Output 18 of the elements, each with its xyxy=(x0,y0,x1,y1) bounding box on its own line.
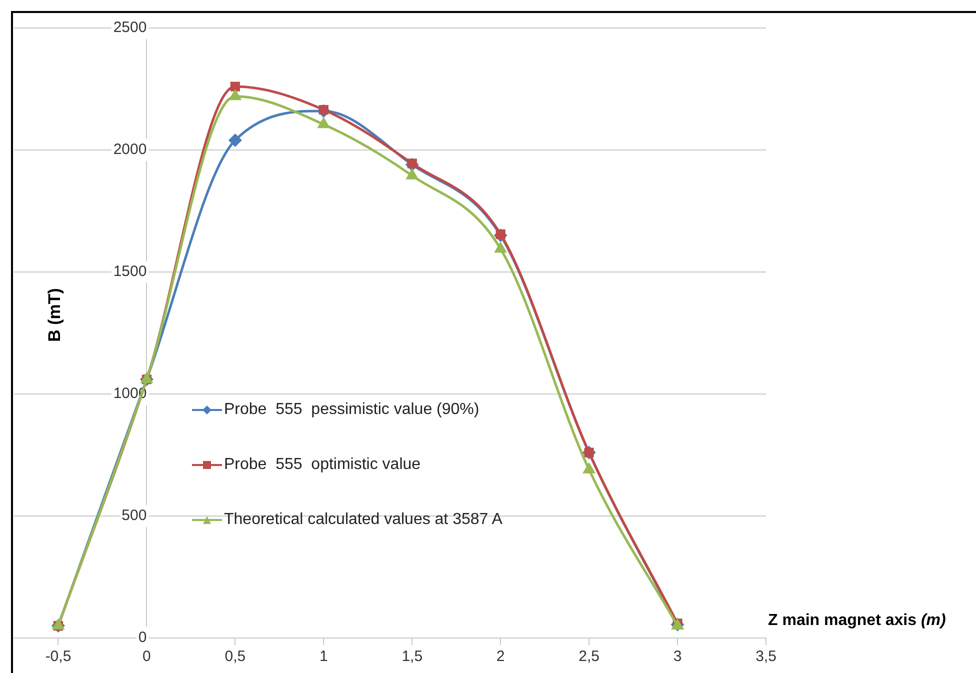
y-tick-label: 0 xyxy=(138,629,147,646)
x-tick-label: 1,5 xyxy=(402,648,423,666)
x-axis-title: Z main magnet axis (m) xyxy=(768,612,946,630)
x-tick-label: -0,5 xyxy=(45,648,72,666)
y-tick-label: 1500 xyxy=(113,263,147,280)
y-tick-label: 2500 xyxy=(113,19,147,36)
legend-label: Probe 555 optimistic value xyxy=(224,456,421,474)
x-tick-label: 1 xyxy=(319,648,328,666)
legend-label: Probe 555 pessimistic value (90%) xyxy=(224,401,480,419)
y-axis-title: B (mT) xyxy=(45,287,65,344)
x-tick-label: 2,5 xyxy=(578,648,600,666)
y-tick-label: 2000 xyxy=(113,141,147,158)
legend-label: Theoretical calculated values at 3587 A xyxy=(224,511,502,529)
x-tick-label: 0,5 xyxy=(224,648,246,666)
y-tick-label: 500 xyxy=(122,507,147,524)
x-tick-label: 3 xyxy=(673,648,682,666)
x-tick-label: 3,5 xyxy=(756,648,776,666)
x-tick-label: 2 xyxy=(496,648,505,666)
